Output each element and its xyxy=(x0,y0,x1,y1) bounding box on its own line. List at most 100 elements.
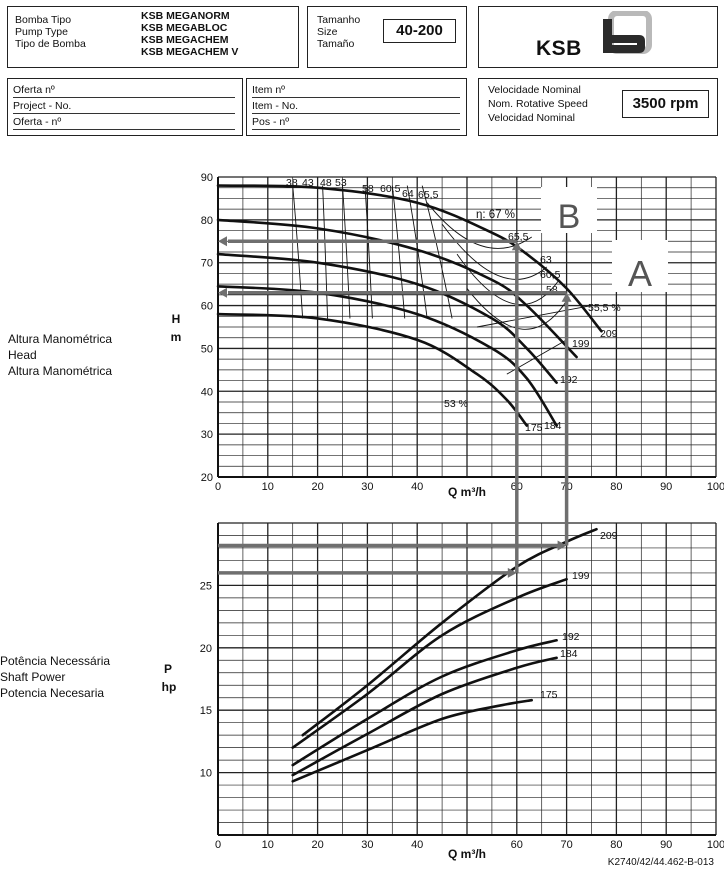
efficiency-label: 43 xyxy=(302,177,314,189)
power-y-tick-label: 10 xyxy=(200,768,212,780)
pump-model-1: KSB MEGANORM xyxy=(141,10,230,22)
power-curve-label-192: 192 xyxy=(562,631,580,643)
pump-model-2: KSB MEGABLOC xyxy=(141,22,228,34)
head-x-tick-label: 80 xyxy=(610,481,622,493)
head-unit: m xyxy=(170,330,182,344)
offer-line-2 xyxy=(13,113,235,114)
head-y-tick-label: 90 xyxy=(201,172,213,184)
efficiency-label: η: 67 % xyxy=(476,209,515,221)
efficiency-label: 53 xyxy=(335,177,347,189)
head-x-tick-label: 90 xyxy=(660,481,672,493)
item-label-es: Pos - nº xyxy=(252,116,290,128)
guide-arrow-right-A xyxy=(557,540,567,551)
annotation-b: B xyxy=(558,198,581,236)
pump-model-3: KSB MEGACHEM xyxy=(141,34,229,46)
efficiency-label: 60,5 xyxy=(380,183,401,195)
efficiency-label: 48 xyxy=(320,177,332,189)
head-y-tick-label: 60 xyxy=(201,301,213,313)
head-y-tick-label: 30 xyxy=(201,429,213,441)
efficiency-contour xyxy=(426,202,532,249)
power-x-tick-label: 0 xyxy=(215,839,221,851)
head-label-es: Altura Manométrica xyxy=(8,364,113,378)
efficiency-label: 55,5 % xyxy=(588,302,621,314)
efficiency-label: 58 xyxy=(362,183,374,195)
head-curve-184 xyxy=(216,285,558,427)
speed-label-en: Nom. Rotative Speed xyxy=(488,98,588,110)
efficiency-isoline xyxy=(421,185,453,319)
power-unit-symbol: P xyxy=(163,662,172,676)
head-curve-199 xyxy=(216,218,578,359)
speed-box: Velocidade Nominal Nom. Rotative Speed V… xyxy=(478,78,718,136)
offer-line-1 xyxy=(13,97,235,98)
head-y-tick-label: 50 xyxy=(201,343,213,355)
head-y-tick-label: 20 xyxy=(201,472,213,484)
power-x-tick-label: 30 xyxy=(361,839,373,851)
power-curve-label-175: 175 xyxy=(540,689,558,701)
head-curve-192 xyxy=(216,252,558,384)
item-line-2 xyxy=(252,113,460,114)
power-y-tick-label: 20 xyxy=(200,643,212,655)
pump-type-label-pt: Bomba Tipo xyxy=(15,14,72,26)
power-curve-label-209: 209 xyxy=(600,530,618,542)
guide-arrow-right-B xyxy=(507,567,517,578)
head-x-tick-label: 0 xyxy=(215,481,221,493)
head-label-en: Head xyxy=(8,348,37,362)
guide-lines xyxy=(218,236,572,578)
guide-arrow-left-A xyxy=(218,287,227,298)
speed-value: 3500 rpm xyxy=(622,90,709,118)
efficiency-contour xyxy=(466,288,570,330)
head-curve-label-209: 209 xyxy=(600,328,618,340)
power-x-tick-label: 60 xyxy=(511,839,523,851)
efficiency-label: 64 xyxy=(402,188,414,200)
efficiency-isoline xyxy=(292,185,304,319)
head-x-tick-label: 40 xyxy=(411,481,423,493)
pump-type-label-es: Tipo de Bomba xyxy=(15,38,86,50)
power-x-tick-label: 20 xyxy=(311,839,323,851)
pump-type-box: Bomba Tipo Pump Type Tipo de Bomba KSB M… xyxy=(7,6,299,68)
power-x-tick-label: 70 xyxy=(560,839,572,851)
efficiency-label: 58 xyxy=(546,284,558,296)
pump-type-label-en: Pump Type xyxy=(15,26,68,38)
pump-model-4: KSB MEGACHEM V xyxy=(141,46,239,58)
item-label-pt: Item nº xyxy=(252,84,286,96)
head-y-tick-label: 40 xyxy=(201,386,213,398)
offer-label-en: Project - No. xyxy=(13,100,72,112)
head-curve-label-175: 175 xyxy=(525,422,543,434)
head-curve-175 xyxy=(216,312,529,427)
efficiency-isoline xyxy=(406,185,428,319)
head-y-tick-label: 70 xyxy=(201,258,213,270)
efficiency-isoline xyxy=(322,185,329,319)
power-x-tick-label: 90 xyxy=(660,839,672,851)
guide-arrow-left-B xyxy=(218,236,227,247)
item-line-1 xyxy=(252,97,460,98)
power-curve-199 xyxy=(291,577,568,749)
power-x-tick-label: 80 xyxy=(610,839,622,851)
head-x-tick-label: 30 xyxy=(361,481,373,493)
size-label-pt: Tamanho xyxy=(317,14,361,26)
head-y-tick-label: 80 xyxy=(201,215,213,227)
offer-line-3 xyxy=(13,129,235,130)
head-unit-symbol: H xyxy=(171,312,181,326)
size-label-en: Size xyxy=(317,26,338,38)
power-x-axis-label: Q m³/h xyxy=(448,847,486,861)
power-curve-184 xyxy=(291,656,558,777)
power-y-tick-label: 15 xyxy=(200,705,212,717)
size-box: Tamanho Size Tamaño 40-200 xyxy=(307,6,467,68)
power-label-es: Potencia Necesaria xyxy=(0,686,105,700)
head-curve-label-184: 184 xyxy=(544,420,562,432)
power-x-tick-label: 40 xyxy=(411,839,423,851)
offer-box: Oferta nº Project - No. Oferta - nº xyxy=(7,78,243,136)
power-curve-192 xyxy=(291,639,558,767)
speed-label-pt: Velocidade Nominal xyxy=(488,84,581,96)
efficiency-label: 53 % xyxy=(444,398,468,410)
size-label-es: Tamaño xyxy=(317,38,355,50)
head-x-tick-label: 20 xyxy=(311,481,323,493)
power-x-tick-label: 10 xyxy=(262,839,274,851)
offer-label-es: Oferta - nº xyxy=(13,116,62,128)
ksb-logo-icon xyxy=(603,11,652,54)
ksb-logo-text: KSB xyxy=(536,37,582,60)
efficiency-label: 63 xyxy=(540,254,552,266)
guide-arrow-up-A xyxy=(561,292,572,302)
head-x-axis-label: Q m³/h xyxy=(448,485,486,499)
